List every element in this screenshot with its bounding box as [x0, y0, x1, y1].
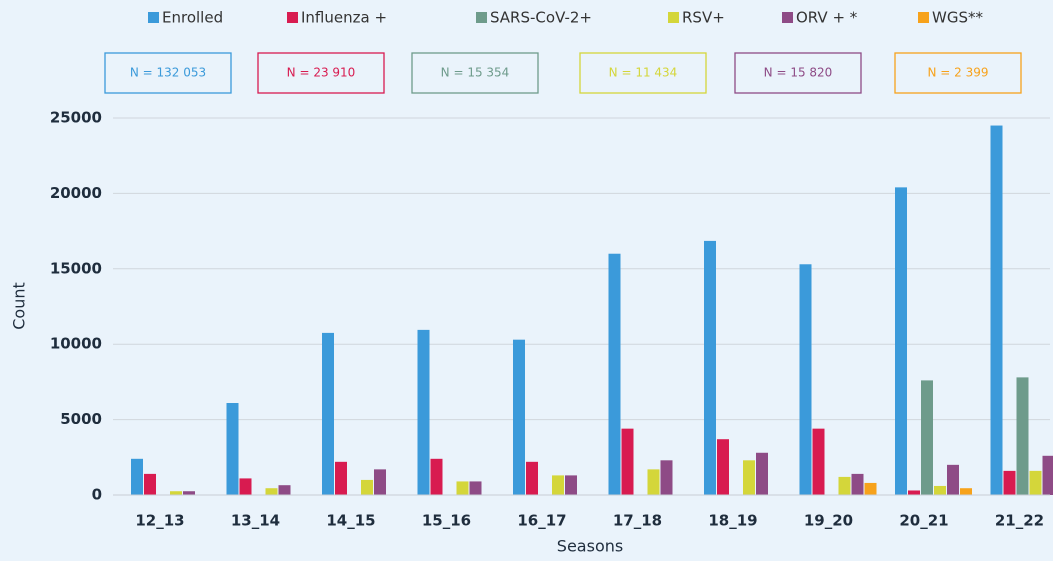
legend-label: RSV+	[682, 9, 725, 27]
bar	[660, 460, 673, 495]
bar	[934, 485, 946, 495]
n-label: N = 23 910	[287, 66, 356, 80]
bar	[265, 488, 278, 495]
x-tick-label: 15_16	[422, 512, 471, 530]
bar	[183, 491, 195, 495]
bar	[704, 240, 716, 495]
bar	[469, 481, 482, 495]
bar	[990, 125, 1003, 495]
bar	[717, 439, 729, 495]
bar	[1003, 470, 1016, 495]
legend-label: Influenza +	[301, 9, 387, 27]
n-label: N = 15 354	[441, 66, 510, 80]
bar	[851, 473, 864, 495]
bar	[1016, 377, 1029, 495]
x-tick-label: 13_14	[231, 512, 280, 530]
n-box	[411, 52, 539, 94]
n-box	[894, 52, 1022, 94]
bar	[170, 491, 182, 495]
legend-label: SARS-CoV-2+	[490, 9, 592, 27]
y-axis-label: Count	[10, 282, 29, 330]
y-tick-label: 0	[92, 486, 102, 504]
bar	[278, 485, 291, 495]
bar	[799, 264, 812, 495]
y-tick-label: 25000	[50, 109, 102, 127]
y-tick-label: 5000	[60, 410, 102, 428]
bar	[513, 339, 525, 495]
x-tick-label: 19_20	[804, 512, 853, 530]
x-tick-label: 18_19	[708, 512, 757, 530]
x-tick-label: 20_21	[899, 512, 948, 530]
legend-label: ORV + *	[796, 9, 858, 27]
bar	[621, 428, 634, 495]
bar	[895, 187, 907, 496]
x-tick-label: 21_22	[995, 512, 1044, 530]
legend-swatch	[287, 12, 298, 23]
bar	[335, 461, 347, 495]
bar	[921, 380, 933, 495]
bar	[565, 475, 577, 495]
y-tick-label: 10000	[50, 335, 102, 353]
bar	[960, 488, 972, 495]
bar	[322, 332, 334, 495]
legend-swatch	[148, 12, 159, 23]
bar	[864, 482, 877, 495]
bar	[756, 452, 768, 495]
legend-label: Enrolled	[162, 9, 223, 27]
bar	[1042, 455, 1053, 495]
y-tick-label: 15000	[50, 259, 102, 277]
n-label: N = 11 434	[609, 66, 678, 80]
legend-label: WGS**	[932, 9, 983, 27]
legend-swatch	[476, 12, 487, 23]
bar	[456, 481, 469, 495]
bar	[131, 458, 143, 495]
legend-swatch	[918, 12, 929, 23]
n-label: N = 132 053	[130, 66, 206, 80]
x-tick-label: 12_13	[135, 512, 184, 530]
n-label: N = 15 820	[764, 66, 833, 80]
n-box	[734, 52, 862, 94]
bar	[812, 428, 825, 495]
x-tick-label: 16_17	[517, 512, 566, 530]
legend-swatch	[782, 12, 793, 23]
n-box	[104, 52, 232, 94]
legend-swatch	[668, 12, 679, 23]
bar	[226, 403, 239, 495]
y-tick-label: 20000	[50, 184, 102, 202]
n-label: N = 2 399	[927, 66, 988, 80]
x-tick-label: 17_18	[613, 512, 662, 530]
bar	[526, 461, 538, 495]
bar	[239, 478, 252, 495]
bar	[361, 479, 373, 495]
n-box	[257, 52, 385, 94]
bar	[417, 329, 430, 495]
bar	[1029, 470, 1042, 495]
bar	[647, 469, 660, 495]
bar	[144, 473, 156, 495]
bar	[430, 458, 443, 495]
n-box	[579, 52, 707, 94]
bar	[608, 253, 621, 495]
bar	[908, 490, 920, 495]
x-tick-label: 14_15	[326, 512, 375, 530]
bar	[552, 475, 564, 495]
bar	[947, 464, 959, 495]
bar	[743, 460, 755, 495]
bar	[838, 476, 851, 495]
x-axis-label: Seasons	[557, 537, 623, 556]
bar	[374, 469, 386, 495]
